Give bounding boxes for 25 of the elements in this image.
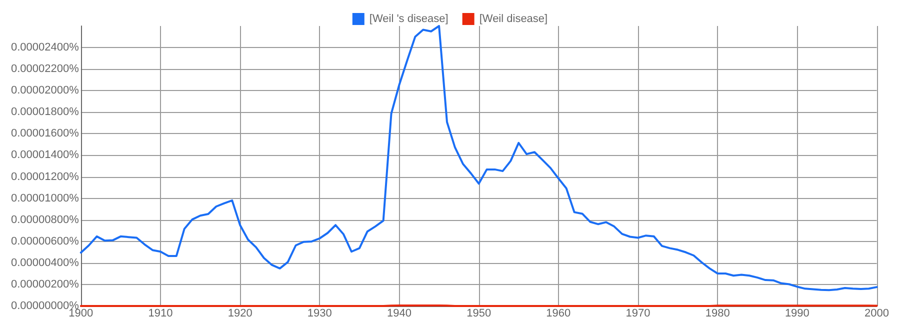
y-tick-label: 0.00000400% [10, 256, 80, 269]
x-tick-label: 1960 [546, 308, 571, 320]
y-tick-label: 0.00001200% [10, 170, 80, 183]
y-tick-label: 0.00001000% [10, 192, 80, 204]
y-tick-label: 0.00001800% [10, 106, 80, 118]
y-tick-label: 0.00001600% [10, 128, 80, 140]
y-tick-label: 0.00002000% [10, 84, 80, 97]
x-tick-label: 1940 [387, 308, 412, 320]
legend-label: [Weil disease] [479, 13, 548, 25]
x-tick-label: 1980 [705, 308, 730, 320]
x-tick-label: 1970 [626, 308, 650, 320]
legend-label: [Weil 's disease] [369, 13, 448, 25]
x-tick-label: 1930 [307, 308, 332, 320]
x-tick-label: 1910 [148, 308, 173, 320]
y-tick-label: 0.00002400% [10, 42, 80, 54]
y-tick-label: 0.00001400% [10, 149, 80, 162]
x-tick-label: 1990 [784, 308, 810, 320]
y-tick-label: 0.00000800% [10, 214, 80, 226]
x-tick-label: 1950 [466, 308, 492, 320]
y-tick-label: 0.00000200% [10, 278, 80, 290]
x-tick-label: 2000 [864, 308, 890, 320]
y-tick-label: 0.00002200% [10, 63, 80, 76]
x-tick-label: 1920 [228, 308, 252, 320]
y-tick-label: 0.00000600% [10, 235, 80, 248]
line-series [80, 25, 878, 292]
